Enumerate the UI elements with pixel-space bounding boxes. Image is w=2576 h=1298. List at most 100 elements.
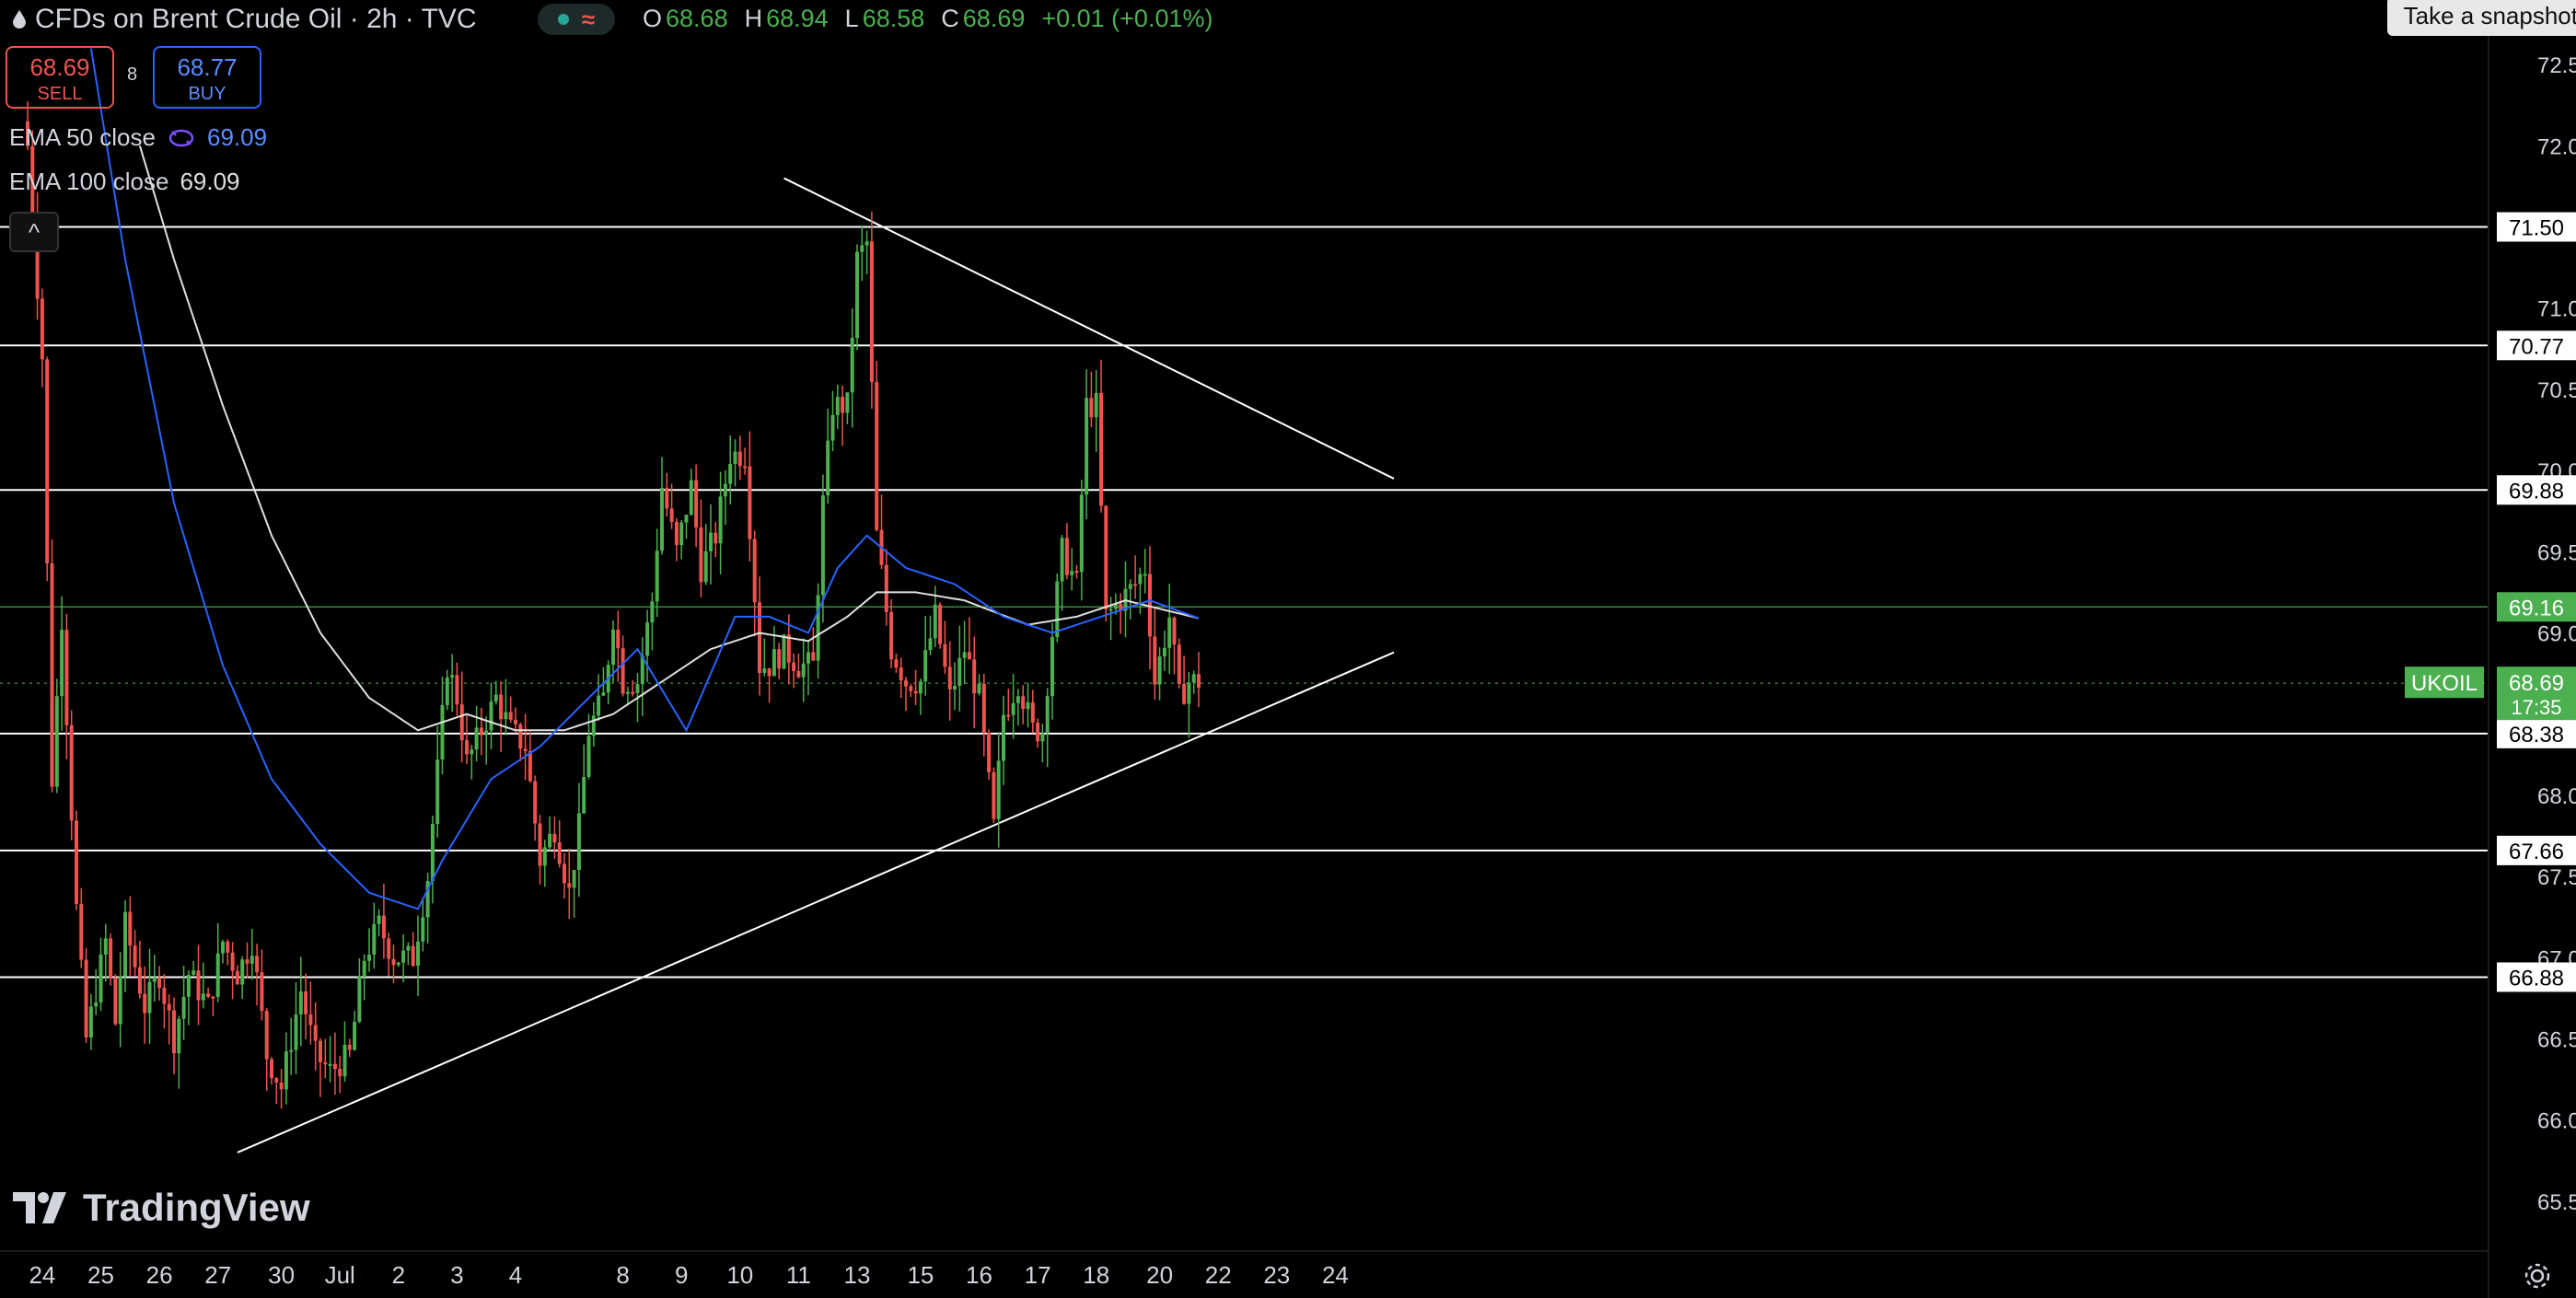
candle-body [933, 604, 937, 639]
ohlc-key: O [643, 5, 663, 32]
candle-body [377, 915, 381, 924]
candle-body [674, 521, 679, 546]
settings-gear-icon[interactable] [2523, 1261, 2552, 1291]
symbol-tag-bg [2405, 666, 2484, 699]
candle-body [421, 917, 425, 942]
candle-body [709, 532, 713, 551]
candle-body [1157, 656, 1162, 685]
time-axis-separator [0, 1250, 2488, 1252]
ema100-label: EMA 100 close [9, 168, 169, 195]
trendline-support [237, 651, 1395, 1153]
candle-body [660, 487, 664, 551]
level-price-label: 70.77 [2509, 334, 2564, 359]
time-axis-tick: 11 [786, 1261, 811, 1289]
candle-body [30, 145, 35, 224]
candle-body [1128, 584, 1132, 589]
candle-body [45, 359, 50, 563]
candle-body [84, 959, 88, 1038]
price-axis-tick: 69.50 [2537, 540, 2576, 565]
candle-body [992, 771, 996, 819]
candle-body [552, 833, 557, 843]
level-price-label: 67.66 [2509, 840, 2564, 864]
candle-body [1050, 637, 1054, 697]
buy-button[interactable]: 68.77 BUY [153, 46, 261, 109]
candle-body [1074, 571, 1079, 574]
time-axis-tick: 4 [509, 1261, 522, 1289]
time-axis-tick: 27 [204, 1261, 231, 1289]
candle-body [811, 652, 816, 661]
time-axis-tick: 26 [146, 1261, 173, 1289]
candle-body [221, 941, 225, 954]
candle-body [786, 634, 791, 663]
current-price-label: 68.69 [2509, 671, 2564, 696]
candle-body [1021, 696, 1026, 710]
candle-body [650, 601, 655, 623]
candle-body [479, 727, 483, 736]
candle-body [703, 550, 708, 583]
candle-body [226, 941, 230, 953]
ema50-legend[interactable]: EMA 50 close 69.09 [9, 123, 267, 152]
time-axis-tick: 9 [675, 1261, 688, 1289]
snapshot-button[interactable]: Take a snapshot [2386, 0, 2576, 36]
ohlc-key: C [941, 5, 959, 32]
candle-body [645, 622, 650, 656]
symbol-title[interactable]: CFDs on Brent Crude Oil · 2h · TVC [13, 4, 477, 35]
level-price-label-bg [2497, 212, 2576, 242]
ohlc-key: L [844, 5, 859, 32]
candle-body [425, 881, 430, 918]
candle-body [723, 483, 727, 497]
candle-body [133, 945, 137, 968]
chart-title: CFDs on Brent Crude Oil · 2h · TVC [35, 4, 477, 34]
candle-body [845, 392, 850, 413]
tradingview-logo[interactable]: TradingView [13, 1186, 310, 1230]
candle-body [391, 958, 396, 966]
candle-body [1113, 603, 1118, 609]
trendline-resistance [783, 177, 1395, 480]
candle-body [655, 550, 659, 602]
candle-body [518, 724, 523, 749]
candle-body [88, 1006, 93, 1038]
candle-body [923, 650, 928, 682]
candle-body [1148, 574, 1152, 637]
candle-body [450, 675, 455, 678]
candle-body [548, 833, 552, 848]
time-axis-tick: 17 [1025, 1261, 1051, 1289]
candle-body [113, 977, 118, 1025]
candle-body [1015, 696, 1020, 703]
price-axis-tick: 67.50 [2537, 865, 2576, 890]
candle-body [625, 691, 630, 694]
spread-value: 8 [127, 64, 138, 85]
candle-body [35, 223, 40, 299]
candle-body [889, 611, 894, 660]
candle-body [260, 972, 264, 1012]
candle-body [508, 712, 513, 720]
candle-body [1026, 701, 1030, 710]
candle-body [264, 1011, 269, 1060]
collapse-legend-button[interactable]: ^ [9, 212, 59, 252]
candle-body [1079, 494, 1084, 573]
ema100-legend[interactable]: EMA 100 close 69.09 [9, 168, 240, 196]
candle-body [367, 955, 371, 961]
candle-body [792, 662, 796, 671]
time-axis-tick: 22 [1205, 1261, 1232, 1289]
candle-body [201, 993, 205, 1001]
candle-body [181, 996, 186, 1019]
candle-body [137, 967, 142, 994]
candle-body [884, 564, 888, 612]
candle-body [616, 629, 621, 649]
candle-body [381, 915, 386, 939]
buy-label: BUY [188, 84, 226, 104]
candle-body [904, 680, 908, 687]
candle-body [1167, 617, 1172, 648]
candle-body [118, 976, 122, 1025]
sell-price: 68.69 [29, 53, 90, 81]
price-axis-tick: 66.50 [2537, 1028, 2576, 1053]
candle-body [215, 953, 220, 997]
candle-body [762, 668, 767, 674]
sell-button[interactable]: 68.69 SELL [6, 46, 114, 109]
ohlc-legend: O 68.68 H 68.94 L 68.58 C 68.69 +0.01 (+0.01%) [643, 5, 1226, 33]
candle-body [967, 652, 971, 660]
market-status-pill[interactable]: ≈ [538, 4, 615, 35]
candle-body [484, 730, 489, 736]
